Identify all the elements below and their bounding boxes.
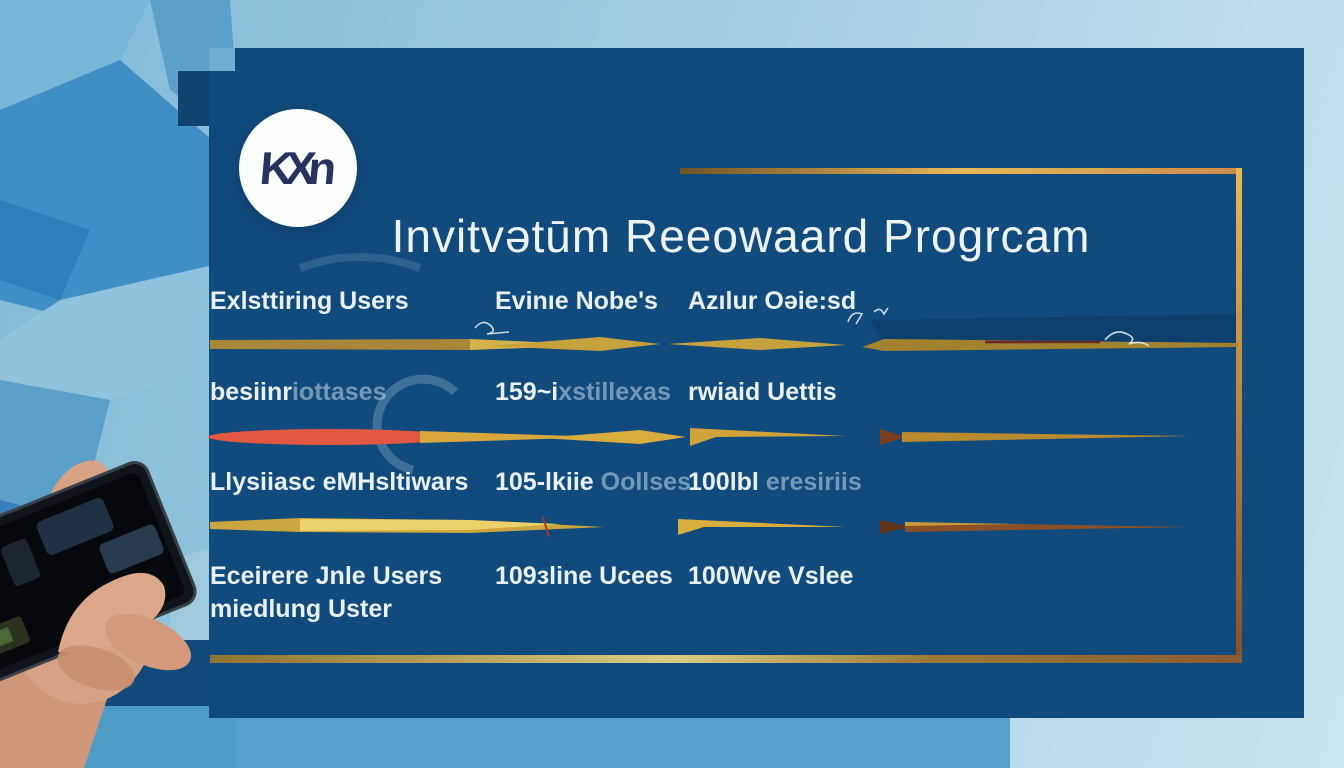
table-cell: 100lbl eresiriis xyxy=(688,468,862,496)
panel-foot-extension xyxy=(88,640,209,706)
panel-corner-shadow xyxy=(178,71,209,126)
column-header-existing-users: Exlsttiring Users xyxy=(210,287,409,315)
table-cell: besiinriottases xyxy=(210,378,387,406)
table-cell: 109ɜline Ucees xyxy=(495,562,673,590)
column-header-value-offered: Azılur Oəie:sd xyxy=(688,287,857,315)
table-cell: 100Wve Vslee xyxy=(688,562,854,590)
table-cell: Eceirere Jnle Users miedlung Uster xyxy=(210,562,443,623)
panel-corner-step xyxy=(209,48,235,71)
logo-badge: KXn xyxy=(239,109,357,227)
page-title: Invitvətūm Reeowaard Progrcam xyxy=(391,210,1091,262)
table-cell: Llysiiasc eMHsltiwars xyxy=(210,468,469,496)
table-cell: 105-lkiie Oollses xyxy=(495,468,691,496)
table-cell: 159~ixstillexas xyxy=(495,378,671,406)
column-header-invite-numbers: Evinıe Nobe's xyxy=(495,287,658,315)
main-panel xyxy=(209,48,1304,718)
table-cell: rwiaid Uettis xyxy=(688,378,837,406)
logo-monogram-icon: KXn xyxy=(257,142,331,194)
